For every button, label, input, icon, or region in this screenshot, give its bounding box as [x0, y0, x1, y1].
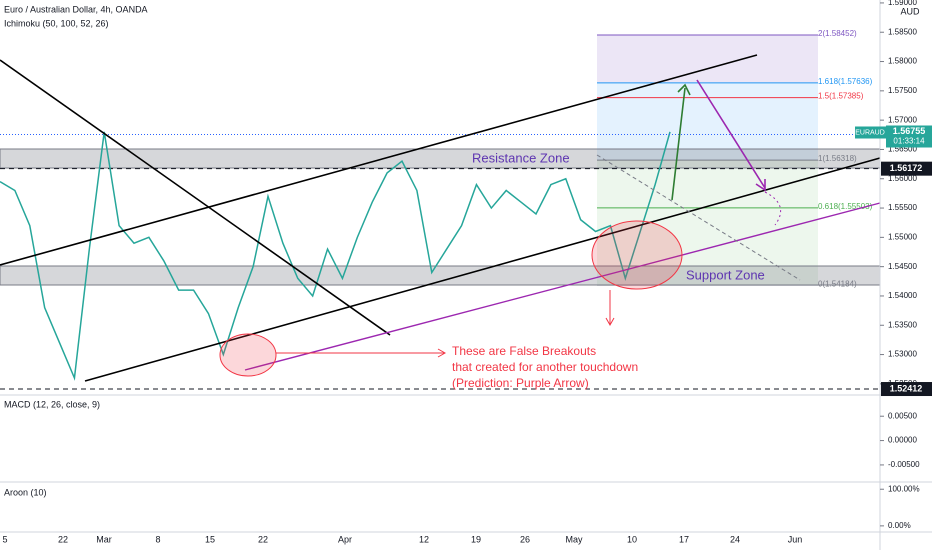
purple-arrow [696, 79, 766, 192]
indicator: Ichimoku (50, 100, 52, 26) [4, 18, 109, 28]
countdown: 01:33:14 [893, 137, 925, 146]
fib-label: 2(1.58452) [818, 29, 857, 38]
dashed-projection [596, 154, 801, 281]
note: (Prediction: Purple Arrow) [452, 376, 589, 390]
y-tick-label: 1.54000 [888, 291, 917, 300]
highlight [219, 333, 277, 377]
y-tick-label: -0.00500 [888, 460, 920, 469]
symbol-tag [855, 126, 886, 139]
y-tick-label: 1.53000 [888, 350, 917, 359]
highlight [591, 220, 683, 290]
y-tick-label: 0.00500 [888, 411, 917, 420]
x-tick-label: 26 [520, 534, 530, 544]
x-tick-label: Mar [96, 534, 112, 544]
resistance-label: Resistance Zone [472, 150, 570, 165]
macd-title: MACD (12, 26, close, 9) [4, 399, 100, 409]
purple-line [244, 202, 881, 371]
x-tick-label: 22 [58, 534, 68, 544]
fib-label: 0(1.54184) [818, 279, 857, 288]
y-tick-label: 1.55000 [888, 232, 917, 241]
y-tick-label: 100.00% [888, 484, 920, 493]
price-line [0, 131, 671, 381]
x-tick-label: Apr [338, 534, 352, 544]
level-label: 1.52412 [890, 383, 923, 393]
fib-label: 1(1.56318) [818, 154, 857, 163]
annotation-arrow [276, 290, 615, 358]
x-tick-label: Jun [788, 534, 803, 544]
symbol: EURAUD [855, 129, 885, 136]
level-label: 1.56172 [890, 163, 923, 173]
aroon-title: Aroon (10) [4, 487, 47, 497]
fib-band [597, 35, 818, 83]
y-tick-label: 1.53500 [888, 320, 917, 329]
note: that created for another touchdown [452, 360, 638, 374]
level-tag [881, 382, 932, 397]
note: These are False Breakouts [452, 344, 596, 358]
x-tick-label: 8 [155, 534, 160, 544]
resistance-zone [0, 148, 881, 169]
level-tag [881, 161, 932, 176]
y-tick-label: 1.55500 [888, 203, 917, 212]
support-label: Support Zone [686, 267, 765, 282]
y-tick-label: 1.59000 [888, 0, 917, 7]
y-tick-label: 1.54500 [888, 262, 917, 271]
x-tick-label: May [565, 534, 583, 544]
fib-label: 1.5(1.57385) [818, 92, 864, 101]
x-tick-label: 22 [258, 534, 268, 544]
y-tick-label: 1.57500 [888, 86, 917, 95]
y-tick-label: 1.56000 [888, 174, 917, 183]
currency: AUD [900, 6, 920, 16]
x-tick-label: 12 [419, 534, 429, 544]
channel-upper [0, 54, 758, 266]
y-tick-label: 0.00000 [888, 436, 917, 445]
y-tick-label: 1.58500 [888, 27, 917, 36]
channel-lower [84, 157, 881, 382]
x-tick-label: 24 [730, 534, 740, 544]
price-label: 1.56755 [893, 126, 926, 136]
chart-title: Euro / Australian Dollar, 4h, OANDA [4, 4, 148, 14]
x-tick-label: 15 [205, 534, 215, 544]
x-tick-label: 17 [679, 534, 689, 544]
fib-label: 1.618(1.57636) [818, 77, 873, 86]
x-tick-label: 10 [627, 534, 637, 544]
y-tick-label: 1.56500 [888, 145, 917, 154]
x-tick-label: 5 [2, 534, 7, 544]
trend-line [0, 59, 391, 336]
x-tick-label: 19 [471, 534, 481, 544]
y-tick-label: 0.00% [888, 521, 911, 530]
y-tick-label: 1.58000 [888, 57, 917, 66]
price-tag [886, 125, 932, 148]
green-arrow [671, 83, 691, 201]
y-tick-label: 1.57000 [888, 115, 917, 124]
dotted-arrow [764, 191, 782, 226]
fib-label: 0.618(1.55503) [818, 202, 873, 211]
